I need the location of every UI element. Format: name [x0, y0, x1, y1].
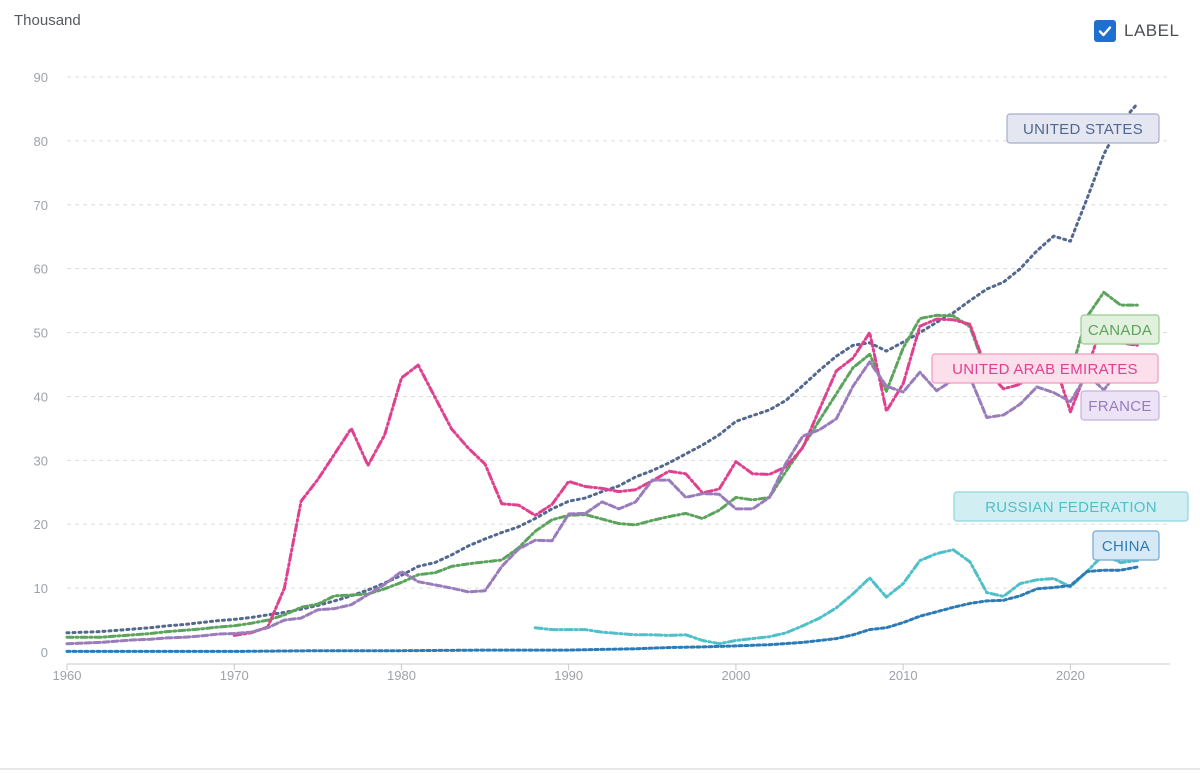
y-tick-label: 20: [34, 517, 48, 532]
x-tick-label: 2010: [889, 668, 918, 683]
x-tick-label: 2000: [721, 668, 750, 683]
y-tick-label: 80: [34, 134, 48, 149]
series-label-china: CHINA: [1092, 530, 1160, 561]
series-line-russian-federation[interactable]: [533, 548, 1139, 646]
y-tick-label: 40: [34, 389, 48, 404]
series-label-text: RUSSIAN FEDERATION: [985, 499, 1157, 516]
label-toggle-text: LABEL: [1124, 21, 1180, 40]
series-label-russian-federation: RUSSIAN FEDERATION: [953, 491, 1189, 522]
series-line-canada[interactable]: [65, 290, 1139, 639]
series-labels: UNITED STATES CANADA UNITED ARAB EMIRATES F…: [931, 113, 1189, 561]
y-axis-unit-label: Thousand: [14, 12, 81, 29]
series-label-text: UNITED ARAB EMIRATES: [952, 361, 1138, 378]
x-tick-label: 1970: [220, 668, 249, 683]
x-tick-label: 2020: [1056, 668, 1085, 683]
y-tick-label: 50: [34, 326, 48, 341]
bottom-divider: [0, 768, 1200, 770]
series-label-text: CHINA: [1102, 538, 1150, 555]
y-tick-label: 60: [34, 262, 48, 277]
series-label-france: FRANCE: [1080, 390, 1160, 421]
series-label-text: FRANCE: [1088, 398, 1151, 415]
y-tick-label: 10: [34, 581, 48, 596]
series-label-text: CANADA: [1088, 322, 1152, 339]
x-tick-label: 1980: [387, 668, 416, 683]
series-label-united-arab-emirates: UNITED ARAB EMIRATES: [931, 353, 1159, 384]
x-tick-label: 1960: [53, 668, 82, 683]
label-toggle[interactable]: LABEL: [1094, 20, 1179, 42]
y-tick-label: 70: [34, 198, 48, 213]
series-line-united-states[interactable]: [65, 102, 1139, 635]
y-tick-label: 30: [34, 453, 48, 468]
y-tick-label: 0: [41, 645, 48, 660]
x-tick-label: 1990: [554, 668, 583, 683]
line-chart: 0 10 20 30 40 50 60 70 80 90 1960 1970 1980 1990 2000 2…: [34, 70, 1189, 683]
axes: 0 10 20 30 40 50 60 70 80 90 1960 1970 1980 1990 2000 2…: [34, 70, 1170, 683]
series-line-china[interactable]: [65, 565, 1139, 653]
series-label-text: UNITED STATES: [1023, 121, 1143, 138]
y-tick-label: 90: [34, 70, 48, 85]
series-label-canada: CANADA: [1080, 314, 1160, 345]
series-label-united-states: UNITED STATES: [1006, 113, 1160, 144]
checkbox-checked-icon[interactable]: [1094, 20, 1116, 42]
